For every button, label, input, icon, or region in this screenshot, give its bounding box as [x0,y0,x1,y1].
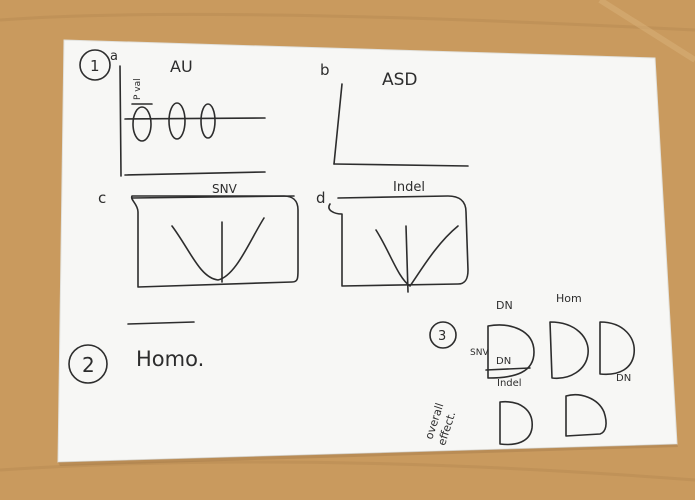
panel-a-y-label: P val [133,78,143,100]
handwriting: 1 a AU P val b ASD c SNV d Indel 2 Homo.… [82,49,631,447]
panel-d-letter: d [316,189,326,207]
panel-c-letter: c [98,189,106,207]
panel-b-title: ASD [382,70,418,90]
row-label-snv: SNV [470,348,489,358]
section-3-boxes [485,321,635,446]
column-label-hom: Hom [556,292,582,305]
panel-b-letter: b [320,61,330,79]
panel-c-title: SNV [212,182,238,196]
panel-a-title: AU [170,57,193,76]
box-label-dn: DN [496,356,511,367]
section-1-circle [79,49,111,81]
panel-d-title: Indel [393,180,425,195]
section-2-number: 2 [82,353,95,377]
column-label-dn: DN [496,299,513,312]
sketch-ink [68,49,635,446]
section-1-number: 1 [90,57,100,75]
panel-a-letter: a [110,49,118,64]
section-2-circle [68,344,108,384]
section-2-text: Homo. [136,347,204,371]
label-indel: Indel [497,378,522,389]
paper-sheet [57,39,678,463]
panel-d-plot [328,195,469,293]
label-dn-right: DN [616,373,631,384]
section-3-number: 3 [438,329,446,344]
panel-c-plot [130,195,299,288]
section-2-rule [127,321,195,325]
panel-a-plot [119,65,266,177]
panel-b-plot [333,83,469,167]
section-3-circle [429,321,457,349]
